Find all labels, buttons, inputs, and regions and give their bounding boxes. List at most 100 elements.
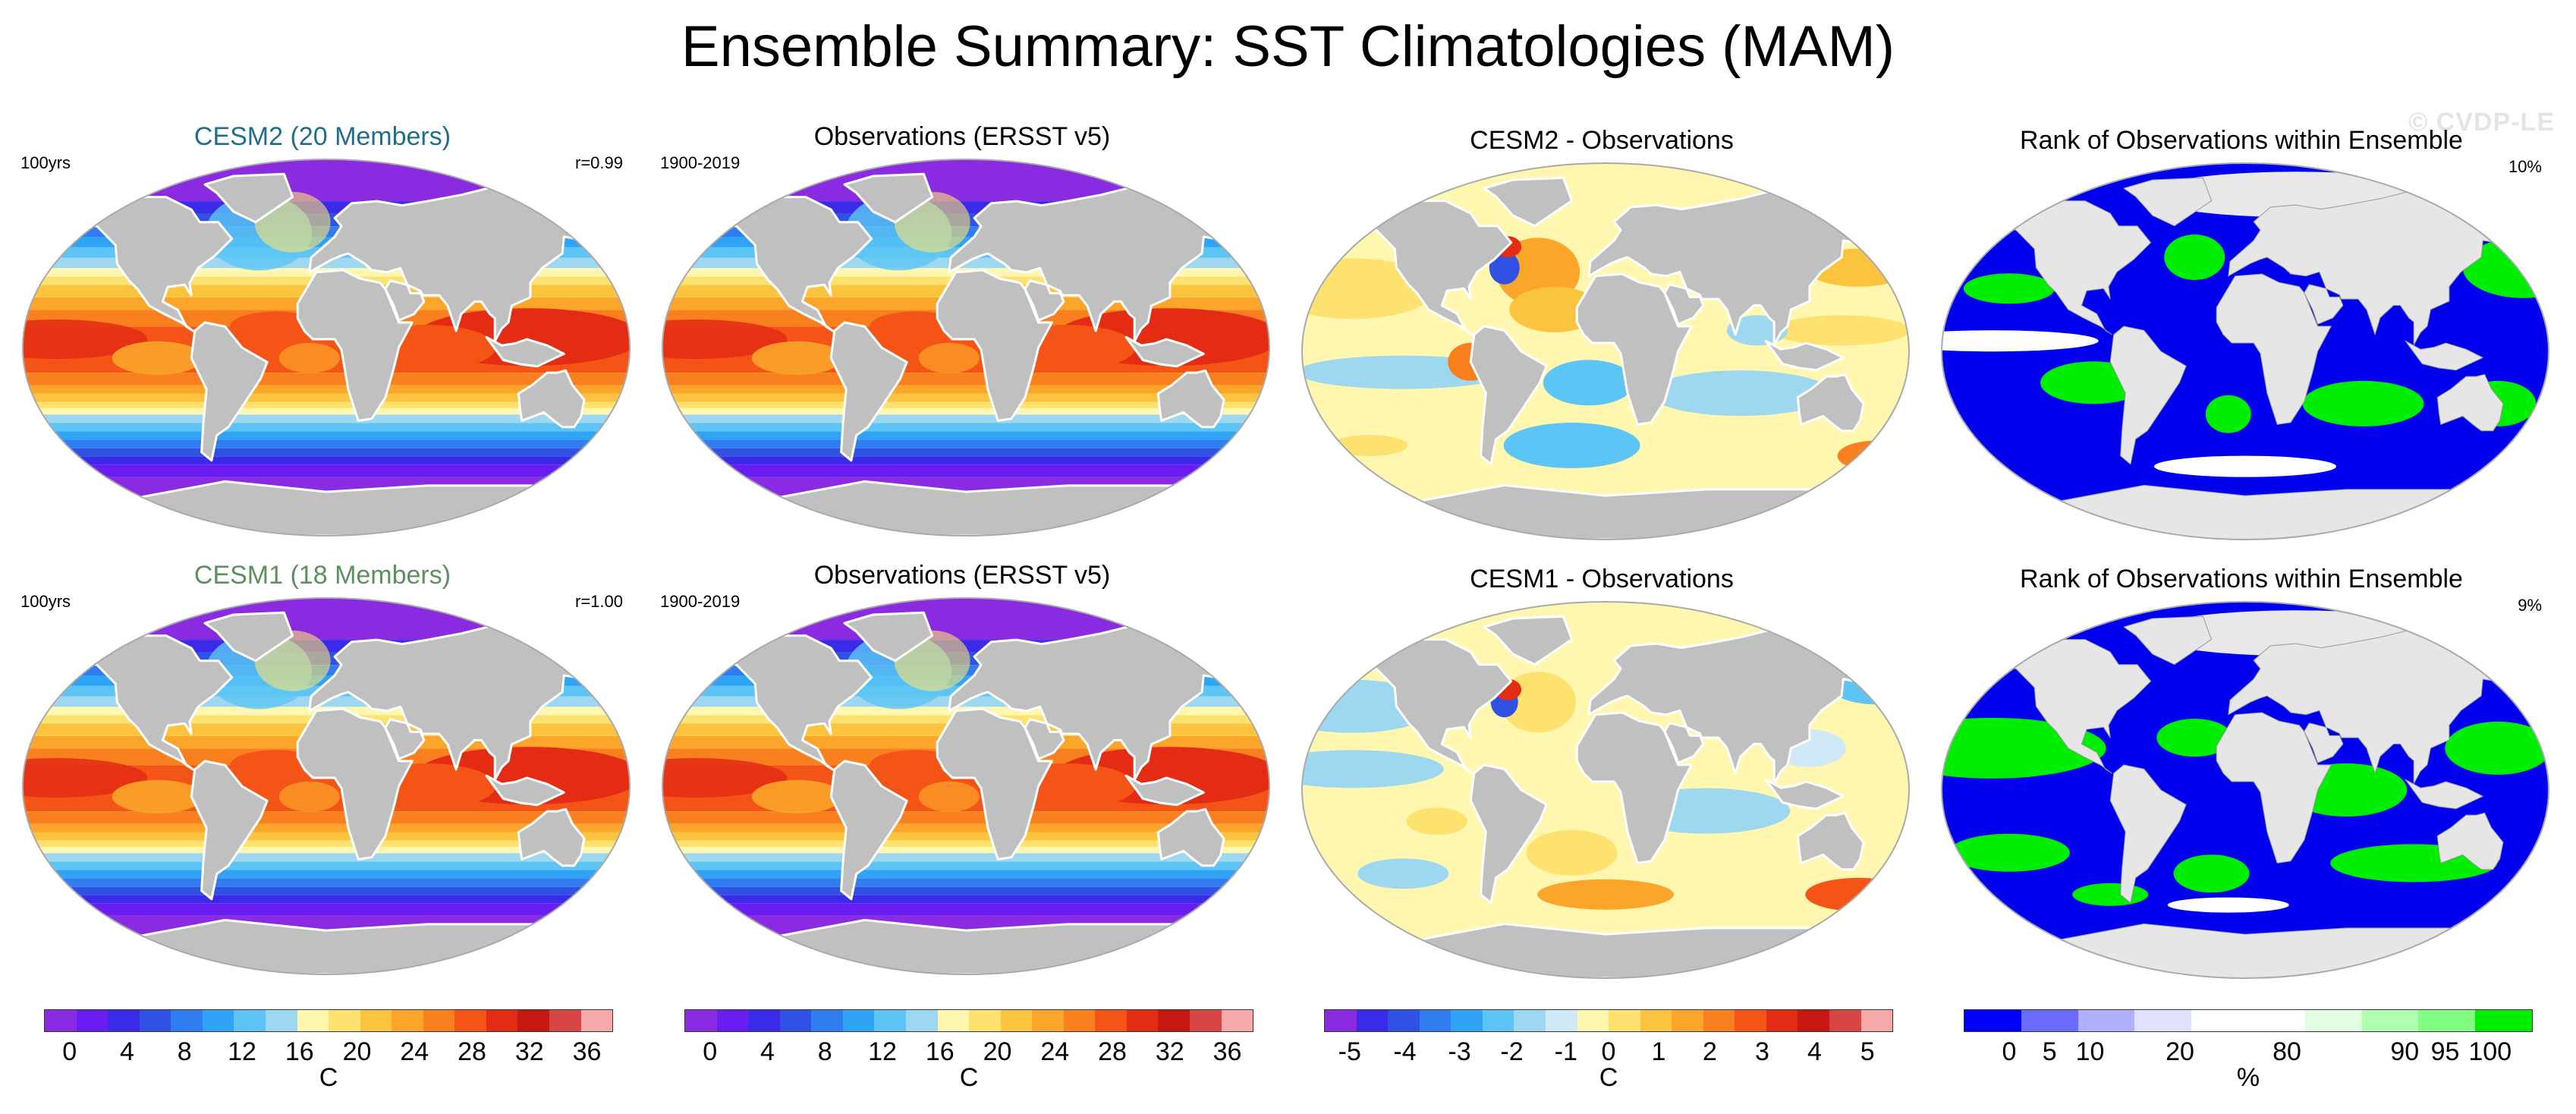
sst-band <box>23 811 630 824</box>
colorbar-ticks: -5 -4 -3 -2 -1 0 1 2 3 4 5 <box>1324 1038 1893 1065</box>
colorbar-swatch <box>779 1010 812 1031</box>
panel-left-label: 1900-2019 <box>660 153 741 172</box>
map-svg <box>662 159 1270 537</box>
world-map <box>659 155 1273 540</box>
landmass-arabia <box>1663 283 1705 326</box>
sst-band <box>23 159 630 202</box>
landmass-south-america <box>829 321 908 462</box>
map-svg <box>1941 162 2549 540</box>
colorbar-tick-label: 28 <box>1098 1037 1127 1066</box>
rank-region <box>2154 455 2336 477</box>
sst-band <box>23 448 630 457</box>
colorbar-tick-label: 0 <box>2002 1037 2017 1066</box>
sst-anomaly-region <box>918 342 980 373</box>
sst-band <box>662 886 1269 895</box>
sst-band <box>662 448 1269 457</box>
colorbar-tick-label: 20 <box>2166 1037 2194 1066</box>
panel-title: Observations (ERSST v5) <box>813 122 1111 151</box>
sst-anomaly-region <box>751 341 843 375</box>
colorbar-swatch <box>1158 1010 1190 1031</box>
colorbar-tick-label: 2 <box>1703 1037 1717 1066</box>
landmass-australia <box>517 807 586 867</box>
landmass-north-america <box>42 634 234 771</box>
colorbar-swatch <box>748 1010 780 1031</box>
sst-band <box>23 414 630 423</box>
rank-region <box>1942 717 2106 779</box>
colorbar-tick-label: 32 <box>514 1037 544 1066</box>
map-svg <box>1301 601 1910 979</box>
landmass-arabia <box>384 718 426 760</box>
colorbar-swatch <box>1126 1010 1159 1031</box>
colorbar-swatch <box>1829 1010 1861 1031</box>
map-outline <box>1301 162 1910 540</box>
landmass-africa <box>1575 711 1693 864</box>
colorbar-swatch <box>517 1010 549 1031</box>
colorbar-diff: -5 -4 -3 -2 -1 0 1 2 3 4 5 C <box>1324 1009 1893 1091</box>
landmass-australia <box>517 369 586 429</box>
landmass-greenland <box>843 172 934 224</box>
landmass-north-america <box>1321 638 1513 775</box>
colorbar-swatch <box>716 1010 749 1031</box>
diff-anomaly-region <box>1406 807 1467 836</box>
sst-band <box>662 853 1269 862</box>
landmass-indonesia <box>2405 340 2483 371</box>
colorbar-tick-label: 1 <box>1651 1037 1666 1066</box>
sst-band <box>662 895 1269 904</box>
rank-region <box>2302 380 2424 426</box>
colorbar-swatch <box>905 1010 938 1031</box>
sst-band <box>23 393 630 402</box>
sst-anomaly-region <box>23 758 148 798</box>
colorbar-swatch <box>1545 1010 1577 1031</box>
panel-title: Rank of Observations within Ensemble <box>2020 126 2463 155</box>
colorbar-unit: C <box>959 1063 979 1092</box>
colorbar-swatch <box>1000 1010 1033 1031</box>
colorbar-swatch <box>1221 1010 1253 1031</box>
colorbar-tick-label: 20 <box>983 1037 1012 1066</box>
panel-right-label: r=1.00 <box>575 592 623 611</box>
colorbar-swatch <box>1095 1010 1127 1031</box>
landmass-south-america <box>829 760 908 901</box>
landmass-eurasia <box>948 183 1269 343</box>
colorbar-tick-label: 5 <box>2042 1037 2057 1066</box>
colorbar-swatch <box>1419 1010 1452 1031</box>
world-map <box>1938 597 2552 983</box>
colorbar-tick-label: 90 <box>2390 1037 2420 1066</box>
diff-anomaly-region <box>1331 435 1408 456</box>
rank-region <box>2167 897 2289 913</box>
diff-anomaly-region <box>1489 250 1520 285</box>
landmass-north-america <box>681 634 873 771</box>
colorbar-swatch <box>1964 1010 2021 1031</box>
colorbar-swatch <box>549 1010 581 1031</box>
colorbar-tick-label: 4 <box>120 1037 134 1066</box>
panel-right-label: 9% <box>2518 596 2542 615</box>
sst-anomaly-region <box>751 779 843 813</box>
rank-region <box>2072 883 2149 906</box>
sst-band <box>662 823 1269 832</box>
colorbar-tick-label: -4 <box>1393 1037 1417 1066</box>
sst-band <box>23 878 630 887</box>
map-outline <box>662 159 1270 537</box>
colorbar-swatch <box>171 1010 203 1031</box>
sst-anomaly-region <box>23 319 148 359</box>
colorbar-unit: % <box>2236 1063 2260 1092</box>
colorbar-swatch <box>1388 1010 1420 1031</box>
colorbar-tick-label: 24 <box>400 1037 429 1066</box>
figure-title: Ensemble Summary: SST Climatologies (MAM… <box>681 14 1895 79</box>
landmass-africa <box>1575 272 1693 426</box>
colorbar-swatch <box>2475 1010 2532 1031</box>
colorbar-swatch <box>297 1010 329 1031</box>
colorbar-swatches <box>44 1009 613 1032</box>
map-outline <box>22 597 631 975</box>
map-fill <box>1942 163 2549 540</box>
sst-band <box>23 439 630 448</box>
landmass-eurasia <box>308 183 630 343</box>
colorbar-tick-label: 0 <box>62 1037 77 1066</box>
world-map <box>1938 159 2552 544</box>
sst-band <box>662 846 1269 854</box>
sst-band <box>23 456 630 465</box>
sst-band <box>23 840 630 847</box>
panel-cesm2-rank: Rank of Observations within Ensemble 10% <box>1923 125 2560 550</box>
sst-band <box>662 393 1269 402</box>
diff-anomaly-region <box>1727 315 1788 346</box>
sst-anomaly-region <box>278 781 340 812</box>
